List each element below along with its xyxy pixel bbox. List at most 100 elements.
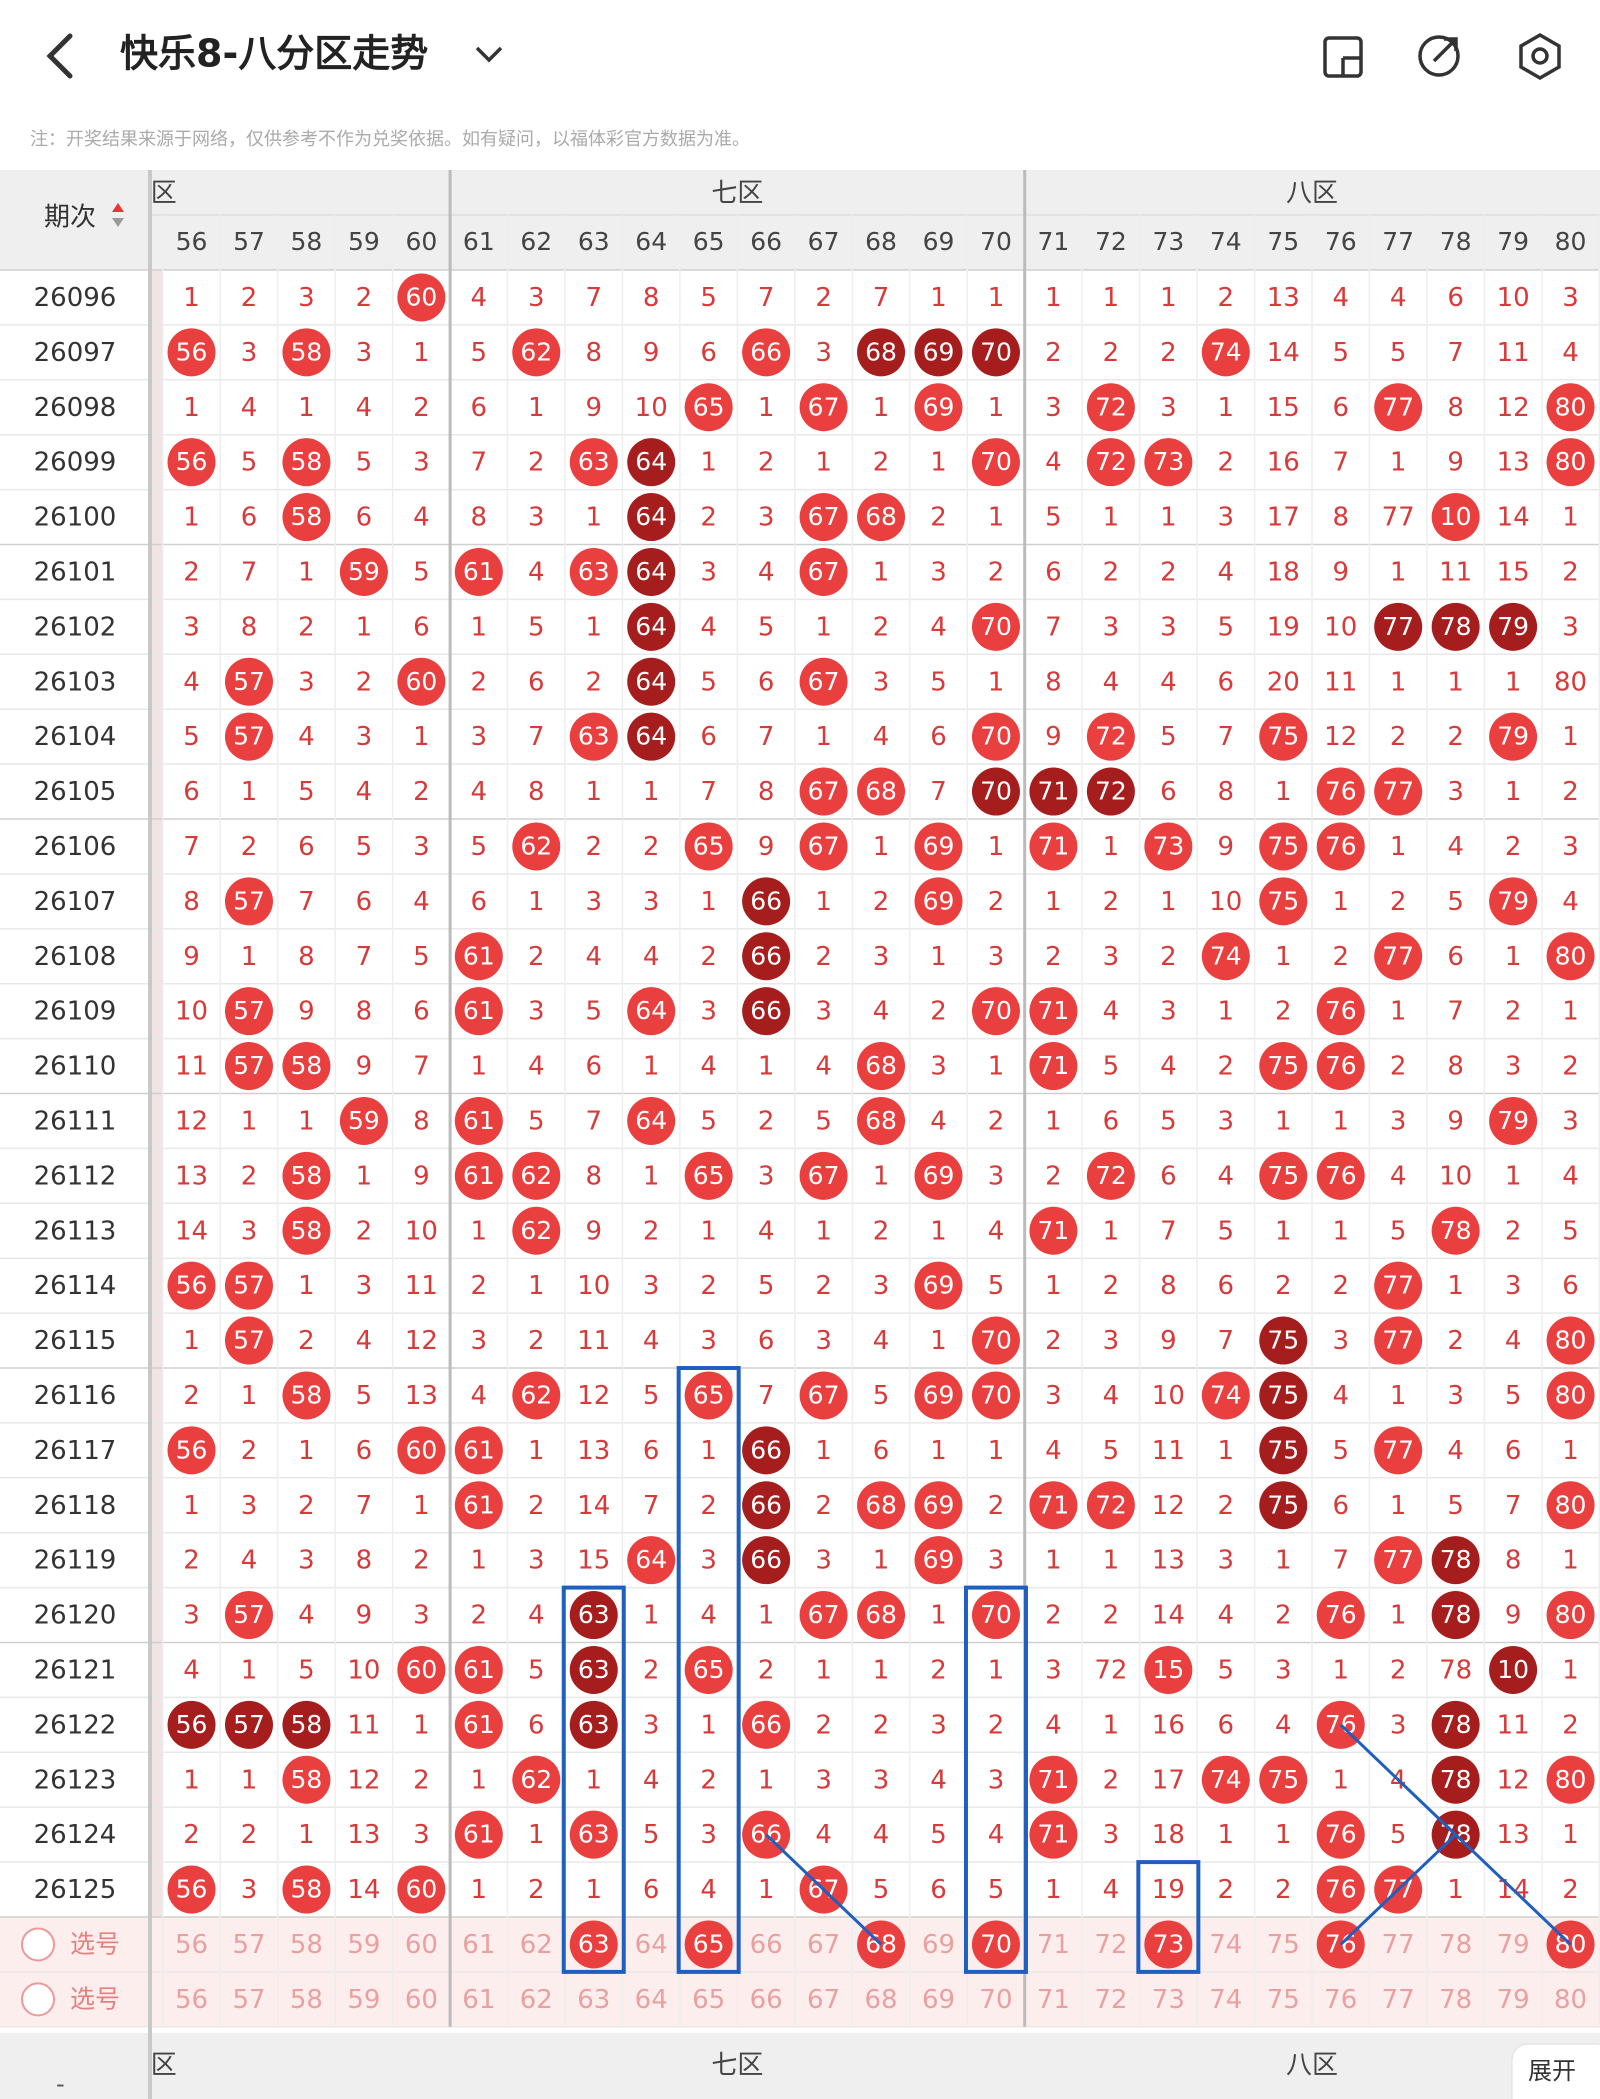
hit-ball — [742, 1536, 791, 1585]
cell-number: 2 — [356, 1216, 373, 1246]
hit-number: 69 — [923, 1271, 955, 1300]
cell-number: 7 — [1332, 448, 1349, 478]
cell-number: 14 — [1497, 503, 1530, 533]
column-number: 78 — [1440, 227, 1472, 256]
cell-number: 2 — [1390, 1052, 1407, 1082]
cell-number: 6 — [1218, 1271, 1235, 1301]
hit-ball — [339, 547, 388, 596]
hit-ball — [224, 987, 273, 1036]
cell-number: 3 — [1160, 997, 1177, 1027]
cell-number: 7 — [1447, 997, 1464, 1027]
cell-number: 72 — [1094, 1985, 1127, 2015]
cell-number: 64 — [635, 1985, 668, 2015]
cell-number: 5 — [1218, 612, 1235, 642]
hit-number: 72 — [1095, 447, 1127, 476]
expand-button[interactable] — [1511, 2043, 1600, 2099]
hit-ball — [684, 1151, 733, 1200]
footer-zone-label: 七区 — [711, 2051, 763, 2081]
cell-number: 3 — [873, 667, 890, 697]
hit-ball — [1374, 1536, 1423, 1585]
cell-number: 6 — [585, 1052, 602, 1082]
title-dropdown[interactable] — [475, 46, 503, 63]
hit-ball — [627, 547, 676, 596]
cell-number: 70 — [979, 1985, 1012, 2015]
hit-number: 61 — [463, 1435, 495, 1464]
cell-number: 1 — [1045, 1875, 1062, 1905]
cell-number: 10 — [405, 1216, 438, 1246]
cell-number: 6 — [643, 1875, 660, 1905]
hit-number: 73 — [1152, 1929, 1184, 1958]
cell-number: 6 — [241, 503, 258, 533]
cell-number: 2 — [183, 1820, 200, 1850]
cell-number: 1 — [241, 942, 258, 972]
cell-number: 8 — [1160, 1271, 1177, 1301]
hit-ball — [1086, 438, 1135, 487]
cell-number: 4 — [471, 283, 488, 313]
layout-icon[interactable] — [1323, 36, 1363, 78]
cell-number: 4 — [298, 1601, 315, 1631]
hit-ball — [282, 328, 331, 377]
hit-number: 73 — [1152, 831, 1184, 860]
hit-ball — [512, 1371, 561, 1420]
cell-number: 1 — [643, 1161, 660, 1191]
cell-number: 1 — [298, 1271, 315, 1301]
cell-number: 2 — [585, 832, 602, 862]
cell-number: 5 — [643, 1381, 660, 1411]
cell-number: 4 — [1103, 667, 1120, 697]
cell-number: 8 — [1045, 667, 1062, 697]
cell-number: 1 — [1505, 1161, 1522, 1191]
back-button[interactable] — [46, 33, 73, 79]
cell-number: 71 — [1037, 1930, 1070, 1960]
share-icon[interactable] — [1418, 35, 1460, 77]
cell-number: 1 — [873, 557, 890, 587]
hit-number: 67 — [808, 1380, 840, 1409]
cell-number: 1 — [758, 393, 775, 423]
cell-number: 1 — [930, 448, 947, 478]
period-header: 期次 — [44, 203, 96, 233]
hit-number: 79 — [1497, 612, 1529, 641]
cell-number: 2 — [1218, 283, 1235, 313]
hit-number: 60 — [405, 282, 437, 311]
cell-number: 3 — [700, 557, 717, 587]
hit-number: 77 — [1382, 1545, 1414, 1574]
cell-number: 69 — [922, 1985, 955, 2015]
cell-number: 2 — [988, 1491, 1005, 1521]
hit-number: 65 — [693, 1161, 725, 1190]
select-radio[interactable] — [21, 1927, 55, 1962]
cell-number: 2 — [413, 777, 430, 807]
cell-number: 3 — [643, 1271, 660, 1301]
hit-ball — [454, 987, 503, 1036]
cell-number: 2 — [1505, 832, 1522, 862]
cell-number: 5 — [471, 832, 488, 862]
cell-number: 5 — [298, 1655, 315, 1685]
cell-number: 4 — [528, 1052, 545, 1082]
hit-number: 71 — [1038, 1490, 1070, 1519]
cell-number: 3 — [700, 1326, 717, 1356]
cell-number: 2 — [700, 942, 717, 972]
cell-number: 5 — [873, 1875, 890, 1905]
hit-ball — [454, 547, 503, 596]
hit-ball — [569, 1810, 618, 1859]
select-radio[interactable] — [21, 1982, 55, 2017]
cell-number: 2 — [873, 1710, 890, 1740]
cell-number: 4 — [471, 1381, 488, 1411]
column-number: 71 — [1038, 227, 1070, 256]
cell-number: 4 — [930, 612, 947, 642]
hit-number: 65 — [693, 392, 725, 421]
cell-number: 5 — [1562, 1216, 1579, 1246]
cell-number: 13 — [405, 1381, 438, 1411]
hit-ball — [742, 328, 791, 377]
hit-number: 67 — [808, 1600, 840, 1629]
hit-ball — [1201, 932, 1250, 981]
cell-number: 3 — [1390, 1710, 1407, 1740]
hit-number: 70 — [980, 612, 1012, 641]
hit-ball — [1259, 1042, 1308, 1091]
hit-ball — [1316, 1865, 1365, 1914]
cell-number: 2 — [700, 503, 717, 533]
cell-number: 59 — [347, 1985, 380, 2015]
settings-icon[interactable] — [1519, 32, 1561, 81]
cell-number: 60 — [405, 1985, 438, 2015]
hit-number: 77 — [1382, 1435, 1414, 1464]
cell-number: 17 — [1152, 1765, 1185, 1795]
hit-number: 58 — [291, 1380, 323, 1409]
